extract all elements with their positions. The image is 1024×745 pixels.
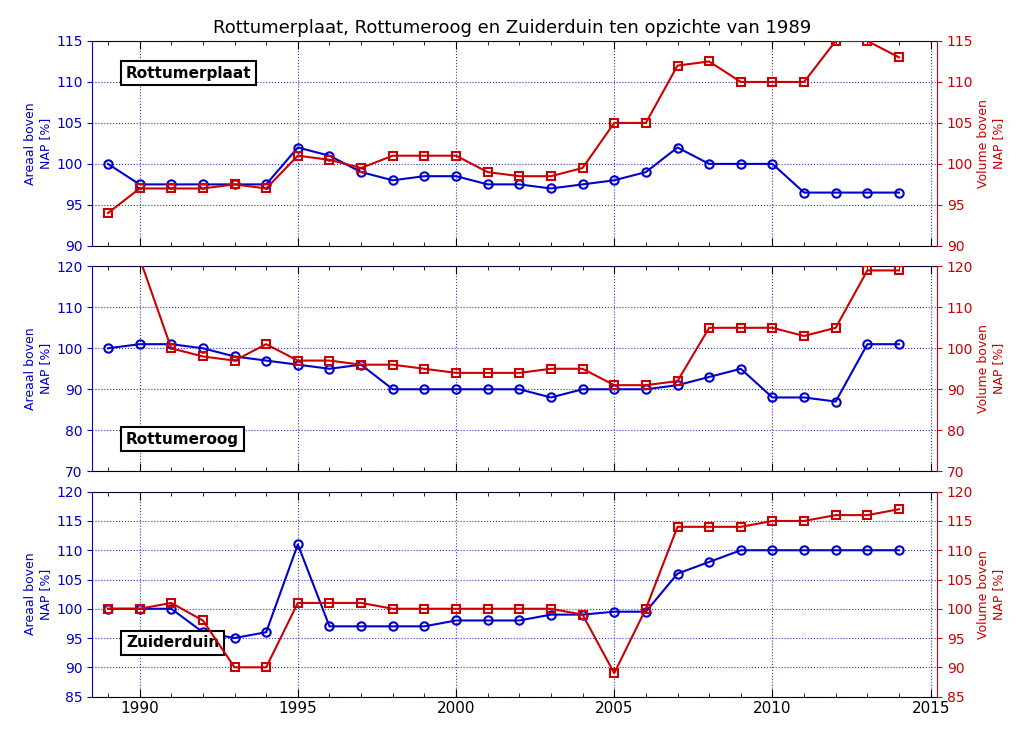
Text: Zuiderduin: Zuiderduin (126, 635, 219, 650)
Y-axis label: Areaal boven
NAP [%]: Areaal boven NAP [%] (24, 102, 52, 185)
Text: Rottumerplaat: Rottumerplaat (126, 66, 252, 80)
Y-axis label: Areaal boven
NAP [%]: Areaal boven NAP [%] (24, 553, 52, 635)
Y-axis label: Volume boven
NAP [%]: Volume boven NAP [%] (977, 550, 1006, 638)
Y-axis label: Volume boven
NAP [%]: Volume boven NAP [%] (977, 99, 1006, 188)
Y-axis label: Areaal boven
NAP [%]: Areaal boven NAP [%] (24, 328, 52, 410)
Text: Rottumeroog: Rottumeroog (126, 431, 239, 447)
Y-axis label: Volume boven
NAP [%]: Volume boven NAP [%] (977, 324, 1006, 413)
Text: Rottumerplaat, Rottumeroog en Zuiderduin ten opzichte van 1989: Rottumerplaat, Rottumeroog en Zuiderduin… (213, 19, 811, 37)
